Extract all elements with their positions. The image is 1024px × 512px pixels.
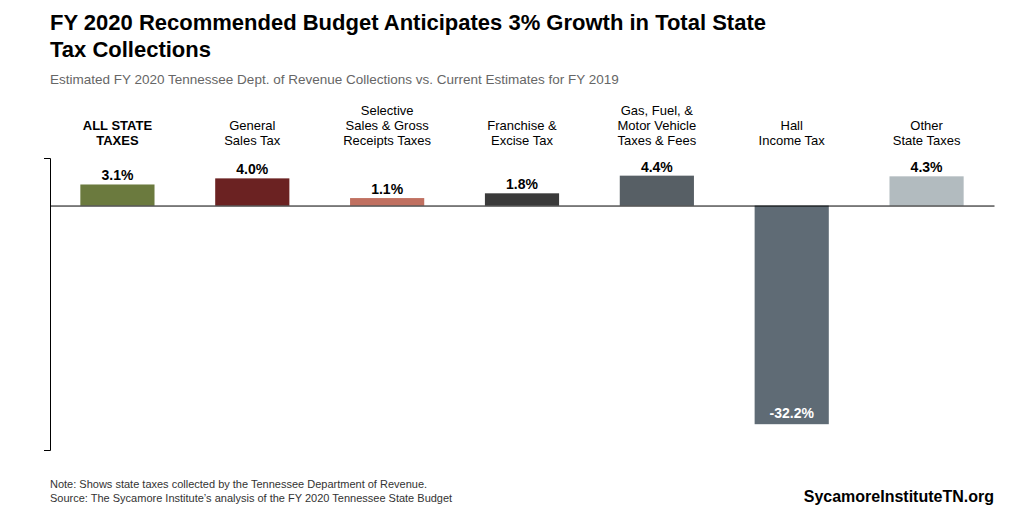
text-line: Selective xyxy=(361,103,414,118)
data-label: 4.3% xyxy=(911,159,943,175)
data-label: 3.1% xyxy=(101,167,133,183)
watermark: SycamoreInstituteTN.org xyxy=(804,488,994,505)
category-label: Franchise &Excise Tax xyxy=(487,118,557,148)
text-line: State Taxes xyxy=(893,133,961,148)
text-line: Receipts Taxes xyxy=(343,133,431,148)
note: Note: Shows state taxes collected by the… xyxy=(50,478,452,504)
category-label: SelectiveSales & GrossReceipts Taxes xyxy=(343,103,431,148)
text-line: General xyxy=(229,118,275,133)
x-axis xyxy=(51,206,995,207)
data-label: 1.8% xyxy=(506,176,538,192)
category-label: Gas, Fuel, &Motor VehicleTaxes & Fees xyxy=(617,103,696,148)
category-label: HallIncome Tax xyxy=(759,118,826,148)
text-line: Gas, Fuel, & xyxy=(621,103,694,118)
text-line: Franchise & xyxy=(487,118,557,133)
text-line: Excise Tax xyxy=(491,133,553,148)
data-label: 4.4% xyxy=(641,159,673,175)
y-axis-line xyxy=(44,159,51,451)
data-labels: 3.1% 4.0% 1.1% 1.8% 4.4% -32.2% 4.3% xyxy=(101,159,943,422)
category-label: OtherState Taxes xyxy=(893,118,961,148)
text-line: Income Tax xyxy=(759,133,826,148)
text-line: Note: Shows state taxes collected by the… xyxy=(50,478,427,490)
text-line: ALL STATE xyxy=(83,118,153,133)
data-label: 4.0% xyxy=(236,161,268,177)
text-line: Taxes & Fees xyxy=(617,133,696,148)
text-line: Source: The Sycamore Institute’s analysi… xyxy=(50,492,452,504)
category-label: GeneralSales Tax xyxy=(224,118,281,148)
text-line: Other xyxy=(910,118,943,133)
bar xyxy=(80,184,154,205)
title: FY 2020 Recommended Budget Anticipates 3… xyxy=(50,10,766,62)
data-label: -32.2% xyxy=(770,405,815,421)
text-line: Tax Collections xyxy=(50,37,211,62)
subtitle: Estimated FY 2020 Tennessee Dept. of Rev… xyxy=(50,72,619,87)
data-label: 1.1% xyxy=(371,181,403,197)
bar xyxy=(485,193,559,205)
chart-svg: FY 2020 Recommended Budget Anticipates 3… xyxy=(0,0,1024,512)
zero-line xyxy=(51,206,995,207)
category-labels: ALL STATETAXESGeneralSales TaxSelectiveS… xyxy=(83,103,961,148)
bars xyxy=(80,176,963,425)
text-line: Motor Vehicle xyxy=(617,118,696,133)
bar xyxy=(755,206,829,425)
text-line: TAXES xyxy=(96,133,139,148)
bar xyxy=(889,176,963,205)
text-line: Hall xyxy=(781,118,804,133)
bar xyxy=(215,178,289,205)
text-line: Sales & Gross xyxy=(346,118,430,133)
category-label: ALL STATETAXES xyxy=(83,118,153,148)
bar xyxy=(620,176,694,206)
bar xyxy=(350,198,424,205)
text-line: Sales Tax xyxy=(224,133,281,148)
text-line: FY 2020 Recommended Budget Anticipates 3… xyxy=(50,10,766,35)
y-axis xyxy=(44,159,51,451)
